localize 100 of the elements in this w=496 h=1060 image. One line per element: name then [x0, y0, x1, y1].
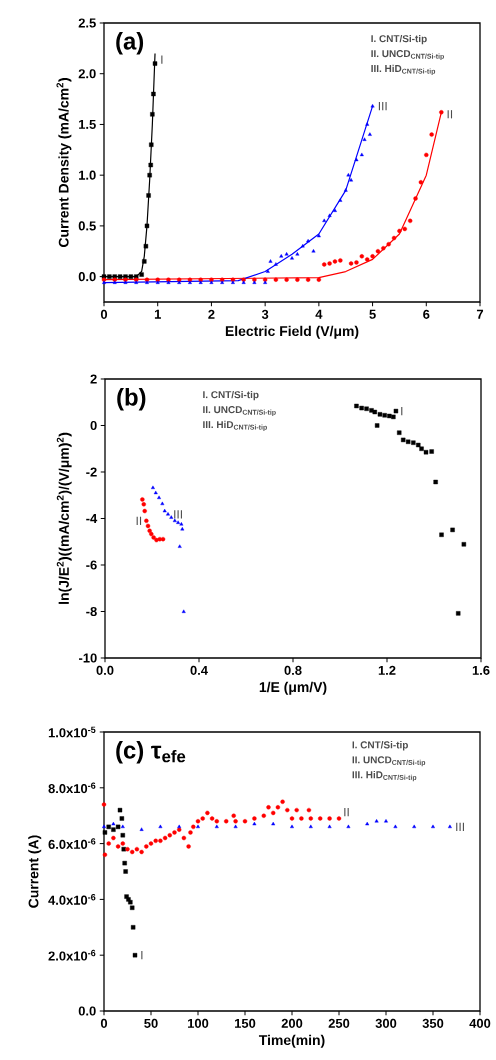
- point: [117, 807, 123, 813]
- point: [265, 269, 270, 273]
- point: [386, 241, 391, 247]
- point: [413, 196, 418, 201]
- point: [343, 188, 348, 192]
- x-tick-label: 250: [328, 1018, 350, 1028]
- point: [384, 819, 388, 823]
- annotation: I. CNT/Si-tip: [203, 390, 259, 401]
- point: [273, 262, 278, 266]
- x-tick-label: 0: [100, 309, 108, 319]
- point: [153, 490, 158, 495]
- point: [214, 819, 219, 824]
- point: [374, 819, 379, 823]
- y-tick-label: 1.0: [79, 170, 96, 180]
- point: [370, 254, 375, 259]
- point: [162, 508, 167, 513]
- point: [115, 824, 121, 830]
- point: [143, 244, 149, 249]
- point: [147, 528, 152, 534]
- point: [139, 272, 144, 277]
- x-tick-label: 6: [423, 309, 430, 319]
- x-tick-label: 50: [144, 1018, 158, 1028]
- annotation: II. UNCD$_{CNT/Si-tip}$: [352, 756, 426, 767]
- point: [130, 849, 135, 855]
- y-tick-label: 2: [90, 374, 97, 384]
- point: [433, 479, 438, 485]
- point: [147, 172, 152, 178]
- point: [370, 103, 375, 108]
- series-label: II: [447, 110, 453, 119]
- point: [377, 412, 383, 417]
- chart-title: (c) τ$_{efe}$: [116, 741, 186, 764]
- series-label: III: [378, 102, 387, 111]
- point: [285, 807, 290, 813]
- point: [419, 446, 424, 451]
- point: [284, 277, 289, 282]
- annotation: III. HiD$_{CNT/Si-tip}$: [203, 420, 267, 432]
- point: [102, 830, 108, 835]
- point: [271, 821, 276, 826]
- point: [122, 860, 127, 866]
- point: [130, 905, 135, 910]
- point: [416, 442, 421, 448]
- point: [346, 172, 351, 177]
- point: [431, 824, 435, 829]
- point: [120, 824, 125, 829]
- y-tick-label: 0.0: [78, 272, 96, 282]
- point: [106, 824, 111, 830]
- point: [336, 816, 342, 821]
- point: [152, 61, 158, 66]
- point: [273, 277, 279, 282]
- point: [123, 869, 128, 874]
- point: [332, 259, 338, 264]
- point: [284, 252, 289, 256]
- x-tick-label: 200: [281, 1018, 303, 1028]
- y-axis-title: ln(J/E$^{2}$)((mA/cm$^{2}$)/(V/μm)$^{2}$): [56, 432, 72, 604]
- point: [391, 235, 397, 241]
- y-tick-label: -2: [86, 467, 97, 477]
- point: [111, 827, 116, 832]
- point: [382, 413, 387, 418]
- point: [294, 807, 299, 813]
- y-tick-label: 1.5: [79, 119, 96, 129]
- point: [209, 816, 215, 821]
- point: [107, 274, 112, 279]
- point: [322, 262, 327, 267]
- point: [362, 137, 367, 141]
- point: [151, 485, 155, 489]
- x-tick-label: 0.4: [190, 665, 208, 675]
- x-tick-label: 7: [476, 309, 484, 319]
- point: [179, 522, 184, 526]
- point: [290, 256, 294, 260]
- x-tick-label: 0.8: [284, 665, 302, 675]
- y-tick-label: 8.0x10$^{-6}$: [48, 782, 96, 794]
- point: [120, 841, 125, 846]
- y-tick-label: 6.0x10$^{-6}$: [48, 838, 96, 849]
- point: [306, 238, 311, 243]
- point: [102, 852, 108, 857]
- point: [412, 824, 417, 829]
- point: [367, 132, 372, 136]
- point: [439, 532, 444, 537]
- point: [407, 218, 413, 224]
- point: [401, 437, 406, 443]
- point: [316, 233, 321, 238]
- y-tick-label: -10: [79, 653, 97, 663]
- x-tick-label: 400: [469, 1018, 491, 1028]
- point: [252, 816, 257, 821]
- point: [176, 520, 181, 524]
- point: [280, 799, 285, 804]
- y-axis-title: Current Density (mA/cm$^{2}$): [56, 78, 72, 248]
- y-tick-label: -6: [86, 560, 97, 570]
- x-tick-label: 1.2: [378, 665, 396, 675]
- point: [461, 542, 467, 547]
- point: [365, 821, 370, 826]
- annotation: II. UNCD$_{CNT/Si-tip}$: [203, 406, 276, 417]
- point: [393, 824, 398, 829]
- point: [271, 810, 276, 816]
- y-tick-label: 0.0: [78, 1006, 96, 1016]
- point: [205, 810, 210, 816]
- point: [365, 257, 370, 262]
- point: [181, 609, 186, 613]
- point: [359, 254, 365, 259]
- point: [306, 807, 312, 813]
